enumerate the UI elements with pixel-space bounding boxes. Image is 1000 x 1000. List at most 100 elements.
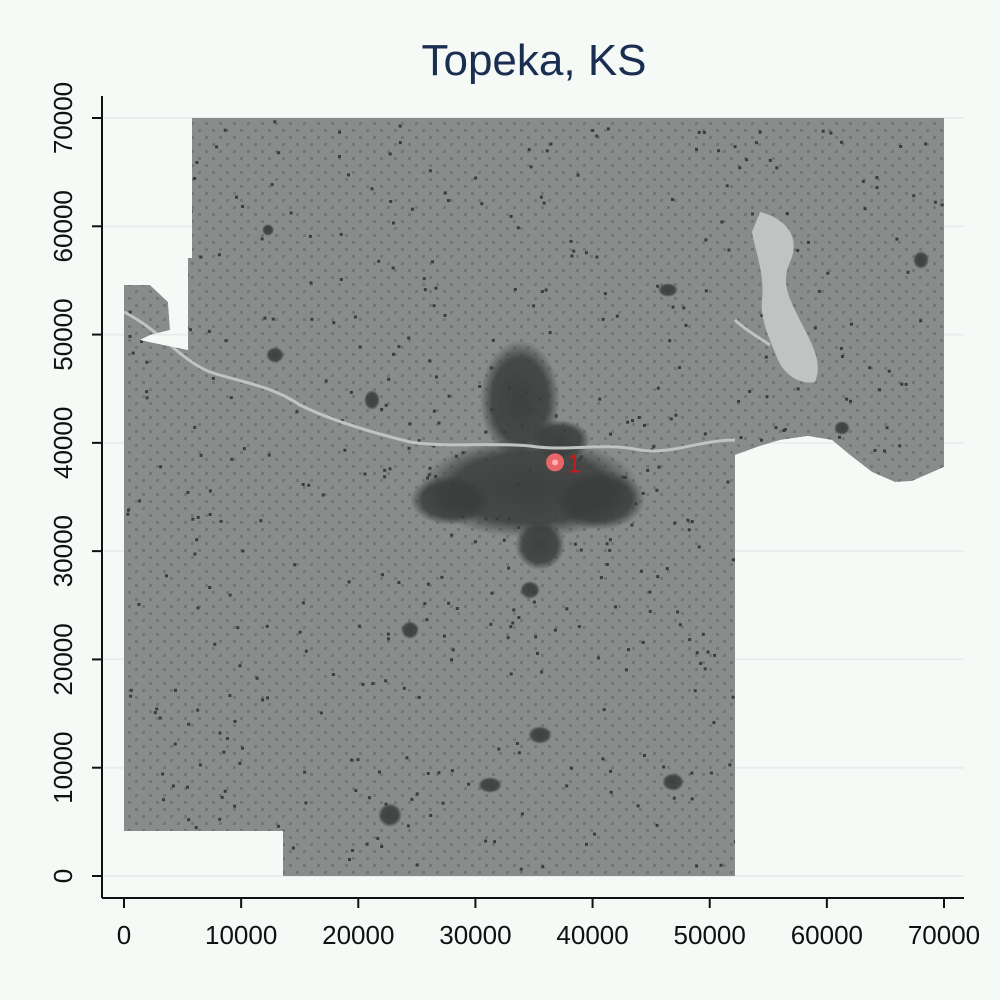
developed-dot [380,845,384,848]
developed-dot [378,770,381,774]
developed-dot [207,329,211,333]
developed-city-south [515,520,565,570]
developed-dot [261,698,265,702]
location-marker: 1 [546,448,582,478]
developed-dot [233,804,237,808]
developed-dot [802,678,806,682]
developed-dot [662,765,666,769]
developed-dot [443,191,447,195]
developed-dot [228,593,232,597]
developed-dot [672,796,676,800]
lake [752,212,818,383]
developed-dot [389,200,393,203]
y-tick-label: 60000 [48,190,78,262]
developed-dot [426,476,429,480]
developed-dot [706,650,710,654]
developed-dot [709,771,713,775]
developed-dot [695,864,699,868]
developed-dot [606,127,610,131]
developed-dot [321,493,325,497]
developed-dot [291,846,295,850]
developed-dot [599,576,603,580]
developed-dot [145,360,149,364]
developed-dot [873,449,877,452]
map-title: Topeka, KS [421,36,647,85]
developed-dot [655,823,659,827]
developed-dot [942,520,944,523]
developed-dot [428,466,432,470]
developed-dot [451,648,455,652]
developed-dot [361,682,365,686]
developed-dot [930,493,934,497]
developed-dot [489,622,493,626]
developed-dot [266,696,270,700]
developed-dot [129,688,133,692]
developed-dot [774,538,778,542]
developed-dot [603,292,607,296]
developed-dot [701,632,705,636]
developed-dot [615,314,619,318]
developed-dot [391,266,395,270]
developed-dot [241,746,244,750]
x-tick-label: 70000 [908,920,980,950]
developed-dot [719,863,723,867]
developed-dot [892,728,896,731]
developed-dot [241,549,245,553]
developed-dot [495,517,499,521]
developed-dot [704,238,708,242]
developed-dot [208,513,212,516]
developed-dot [912,194,916,198]
developed-dot [817,289,821,293]
axes: 0 10000 20000 30000 40000 50000 60000 70000 010… [48,82,980,950]
developed-dot [222,750,226,754]
developed-town-6 [520,581,540,599]
developed-dot [695,651,699,655]
developed-dot [823,492,827,496]
developed-dot [754,141,758,145]
developed-dot [542,201,546,205]
developed-dot [484,839,488,843]
x-tick-label: 0 [117,920,131,950]
developed-dot [130,180,134,184]
developed-dot [894,527,897,531]
developed-dot [511,621,515,625]
developed-dot [673,521,677,525]
developed-dot [301,601,305,605]
developed-dot [790,707,794,711]
developed-dot [601,317,605,321]
developed-dot [159,465,163,469]
developed-dot [443,313,447,317]
developed-dot [657,465,661,469]
developed-dot [602,708,606,712]
developed-dot [218,731,222,735]
developed-dot [789,829,793,833]
developed-dot [354,789,358,792]
developed-dot [509,672,513,676]
developed-dot [873,758,877,762]
developed-dot [579,455,583,459]
developed-dot [507,386,511,390]
developed-dot [442,634,446,638]
developed-dot [634,502,638,506]
developed-city-west [410,475,490,525]
developed-dot [171,784,175,788]
developed-dot [235,195,238,199]
developed-dot [480,202,484,206]
developed-dot [145,390,149,394]
developed-dot [704,289,708,293]
developed-dot [605,503,609,506]
developed-dot [238,761,242,765]
developed-dot [532,304,536,308]
developed-dot [656,386,660,390]
developed-dot [260,237,264,241]
developed-dot [703,667,707,671]
developed-dot [640,569,643,573]
developed-dot [631,419,634,422]
developed-dot [812,517,816,521]
developed-dot [137,602,141,606]
developed-dot [614,605,617,609]
x-tick-label: 10000 [205,920,277,950]
developed-dot [532,600,536,604]
developed-dot [516,226,520,230]
developed-dot [699,661,703,665]
